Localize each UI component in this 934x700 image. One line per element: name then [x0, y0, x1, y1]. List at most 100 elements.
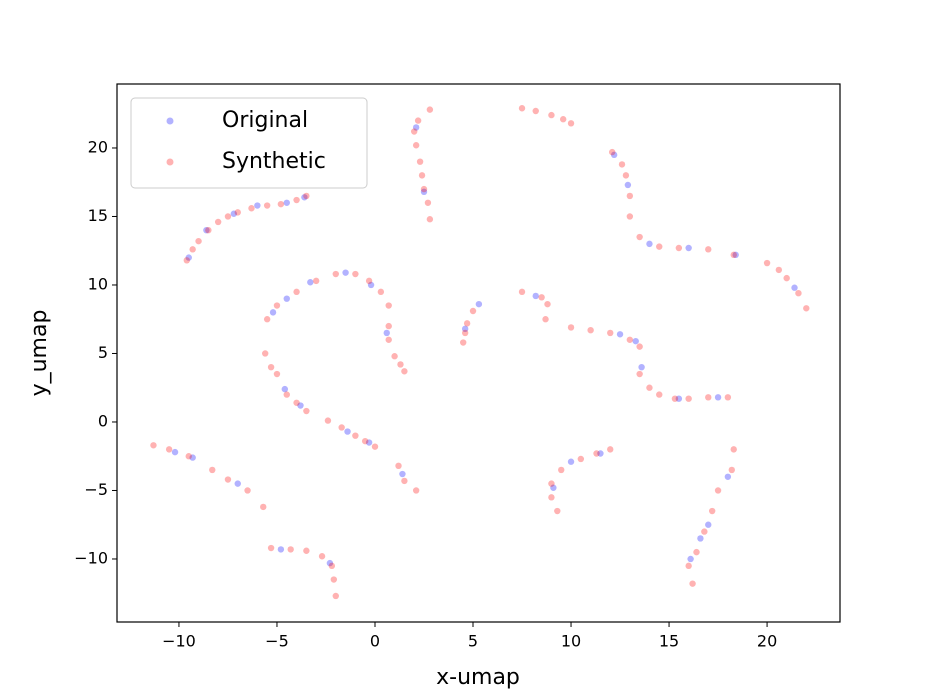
point: [165, 446, 173, 453]
point: [597, 450, 604, 457]
point: [267, 544, 275, 552]
point: [244, 487, 251, 494]
y-axis-label: y_umap: [27, 310, 52, 397]
point: [234, 209, 241, 216]
point: [632, 337, 639, 345]
point: [410, 128, 418, 135]
point: [397, 361, 404, 368]
x-tick-label: 15: [659, 632, 679, 651]
point: [303, 192, 310, 200]
point: [732, 251, 739, 259]
point: [420, 185, 428, 193]
point: [328, 562, 336, 570]
point: [189, 246, 196, 253]
x-tick-label: 20: [757, 632, 777, 651]
point: [609, 148, 616, 156]
point: [587, 326, 594, 334]
point: [365, 439, 373, 446]
point: [303, 407, 310, 415]
point: [189, 454, 196, 461]
point: [426, 106, 434, 113]
point: [803, 305, 810, 312]
point: [312, 277, 320, 285]
point: [412, 142, 420, 149]
point: [352, 270, 359, 278]
point: [607, 446, 614, 453]
point: [461, 325, 469, 333]
legend-label: Synthetic: [222, 149, 326, 174]
point: [332, 270, 339, 278]
point: [263, 316, 271, 323]
point: [646, 240, 653, 248]
point: [783, 274, 790, 282]
point: [383, 329, 390, 337]
y-tick-label: −5: [84, 480, 108, 499]
point: [685, 562, 692, 570]
point: [687, 555, 694, 563]
point: [414, 117, 422, 124]
point: [318, 553, 326, 560]
x-tick-label: −10: [162, 632, 196, 651]
point: [550, 484, 557, 491]
point: [618, 161, 626, 168]
point: [283, 391, 290, 398]
point: [420, 188, 428, 196]
legend: Original Synthetic: [130, 97, 368, 189]
point: [724, 473, 732, 480]
point: [559, 116, 567, 123]
point: [401, 368, 408, 375]
point: [412, 487, 420, 494]
point: [214, 218, 222, 226]
point: [352, 432, 359, 439]
point: [705, 521, 712, 528]
point: [685, 244, 692, 252]
x-axis-label: x-umap: [436, 665, 520, 690]
point: [626, 213, 634, 220]
point: [567, 324, 575, 331]
point: [577, 455, 585, 463]
point: [685, 395, 692, 402]
point: [399, 470, 406, 478]
point: [385, 322, 392, 330]
point: [636, 233, 643, 241]
point: [463, 320, 471, 327]
point: [638, 363, 645, 371]
point: [293, 399, 300, 406]
point: [293, 288, 300, 296]
point: [532, 107, 539, 115]
point: [324, 417, 332, 424]
point: [775, 266, 783, 274]
x-tick-label: 0: [370, 632, 380, 651]
point: [185, 453, 192, 460]
point: [548, 494, 555, 501]
point: [224, 476, 232, 483]
point: [203, 226, 210, 234]
point: [705, 246, 712, 253]
point: [307, 279, 314, 286]
point: [301, 194, 308, 201]
point: [385, 336, 392, 343]
point: [171, 448, 179, 456]
y-tick-label: 10: [88, 274, 108, 293]
point: [248, 205, 255, 212]
point: [460, 339, 467, 346]
point: [267, 363, 275, 371]
point: [675, 395, 683, 402]
point: [367, 281, 375, 289]
point: [518, 105, 526, 112]
point: [371, 443, 379, 450]
point: [332, 592, 339, 600]
y-tick-label: 5: [98, 343, 108, 362]
point: [626, 192, 634, 200]
points: [150, 105, 810, 600]
point: [205, 226, 212, 234]
point: [518, 288, 526, 296]
point: [567, 458, 575, 465]
point: [469, 307, 477, 315]
point: [277, 546, 285, 553]
point: [646, 384, 653, 391]
point: [714, 394, 722, 401]
point: [273, 302, 281, 309]
x-tick-label: 10: [561, 632, 581, 651]
